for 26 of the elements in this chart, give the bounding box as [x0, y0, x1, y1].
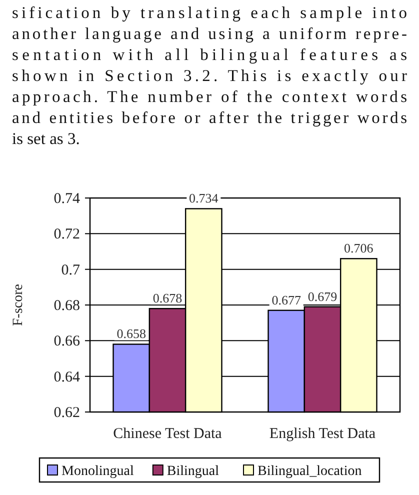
- text: is set as 3.: [12, 129, 80, 148]
- y-tick-label: 0.74: [54, 191, 80, 207]
- data-label: 0.734: [189, 190, 219, 206]
- x-tick-label: Chinese Test Data: [113, 426, 222, 442]
- text: shown in Section 3.2. This is exactly our: [12, 66, 408, 85]
- legend-label: Monolingual: [62, 464, 134, 479]
- legend-label: Bilingual: [166, 464, 220, 479]
- y-axis-title: F-score: [11, 284, 26, 326]
- data-label: 0.677: [272, 292, 302, 308]
- y-tick-label: 0.66: [54, 334, 80, 350]
- y-tick-label: 0.72: [54, 226, 80, 243]
- text: sentation with all bilingual features as: [12, 45, 407, 64]
- x-tick-label: English Test Data: [269, 426, 376, 442]
- y-tick-label: 0.68: [54, 298, 80, 314]
- y-tick-label: 0.7: [61, 262, 80, 278]
- data-label: 0.678: [152, 290, 182, 306]
- data-label: 0.706: [344, 240, 374, 256]
- text: sification by translating each sample into: [12, 3, 407, 22]
- y-tick-label: 0.64: [54, 369, 80, 386]
- data-label: 0.679: [308, 288, 338, 304]
- text: approach. The number of the context words: [12, 87, 407, 106]
- y-tick-label: 0.62: [54, 405, 80, 421]
- text: and entities before or after the trigger words: [12, 108, 407, 127]
- text: another language and using a uniform repre-: [12, 24, 407, 43]
- legend-label: Bilingual_location: [258, 464, 362, 479]
- data-label: 0.658: [116, 326, 146, 342]
